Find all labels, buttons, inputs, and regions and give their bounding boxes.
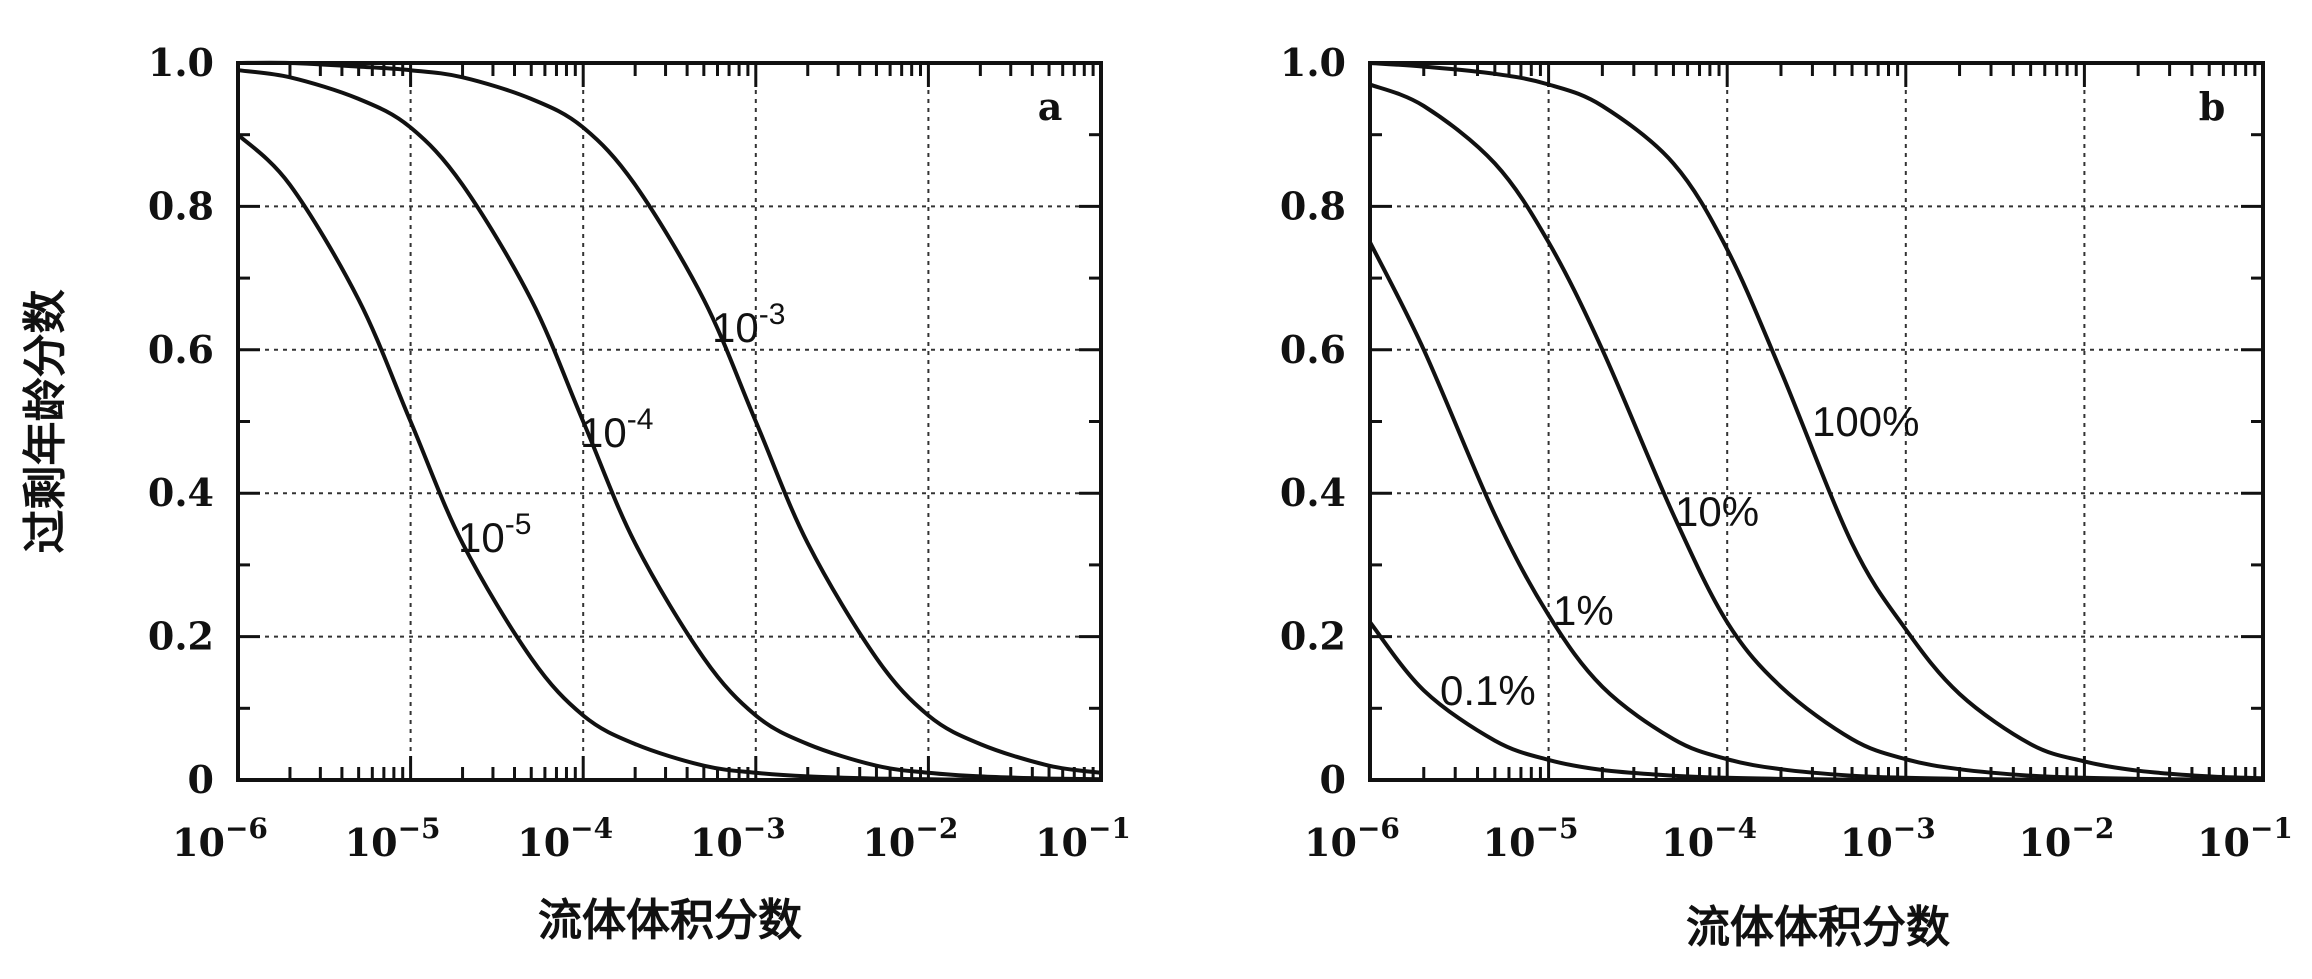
y-tick-label: 0 [1320,757,1346,802]
series-line-1 [237,68,1102,782]
plot-frame [236,61,1103,782]
y-tick-label: 0.8 [1280,183,1346,228]
series-label-0: 0.1% [1440,667,1536,714]
y-tick-label: 0.6 [148,327,214,372]
x-tick-label-exponent: −4 [570,812,613,845]
series-label-0: 10-5 [458,508,531,561]
panel-label: a [1038,84,1063,129]
x-tick-label-exponent: −1 [1088,812,1131,845]
series-label-exponent: -5 [505,508,532,541]
x-tick-label-exponent: −5 [398,812,441,845]
x-tick-label-base: 10 [172,820,225,865]
x-tick-label: 10−3 [690,812,786,865]
x-tick-label-base: 10 [1840,820,1893,865]
y-tick-label: 0.6 [1280,327,1346,372]
series-label-2: 10% [1675,488,1759,535]
y-tick-label: 0.4 [1280,470,1346,515]
x-tick-label-exponent: −4 [1714,812,1757,845]
x-tick-label-exponent: −3 [1893,812,1936,845]
series-line-2 [237,60,1102,775]
series-label-exponent: -3 [759,298,786,331]
y-tick-label: 0.2 [1280,614,1346,659]
series-label-base: 10 [580,409,627,456]
series-label-base: 10 [458,514,505,561]
series-label-base: 10 [712,304,759,351]
x-tick-label-base: 10 [862,820,915,865]
x-tick-label: 10−1 [2197,812,2293,865]
x-tick-label-exponent: −2 [915,812,958,845]
x-tick-label: 10−5 [345,812,441,865]
y-tick-label: 0.8 [148,183,214,228]
x-tick-label-exponent: −6 [225,812,268,845]
y-tick-label: 1.0 [1280,40,1346,85]
chart-panel-b: 10−6 10−5 10−4 10−3 10−2 10−100.20.40.60.81.0… [1280,40,2293,953]
series-label-2: 10-3 [712,298,785,351]
x-tick-label: 10−4 [517,812,613,865]
series-label-exponent: -4 [627,403,654,436]
x-tick-label-exponent: −3 [743,812,786,845]
x-tick-label-base: 10 [1304,820,1357,865]
x-tick-label-base: 10 [345,820,398,865]
x-tick-label: 10−1 [1035,812,1131,865]
y-tick-label: 1.0 [148,40,214,85]
x-tick-label-base: 10 [2018,820,2071,865]
y-tick-label: 0 [188,757,214,802]
x-tick-label-exponent: −5 [1536,812,1579,845]
panel-label: b [2199,84,2226,129]
x-tick-label-base: 10 [2197,820,2250,865]
x-tick-label-base: 10 [1661,820,1714,865]
x-tick-label-exponent: −6 [1357,812,1400,845]
x-tick-label: 10−6 [172,812,268,865]
x-tick-label: 10−2 [862,812,958,865]
x-axis-title: 流体体积分数 [1686,902,1950,953]
series-label-3: 100% [1812,398,1919,445]
series-label-1: 1% [1553,587,1614,634]
x-tick-label-exponent: −1 [2250,812,2293,845]
series-line-3 [1369,61,2264,781]
x-tick-label-base: 10 [1483,820,1536,865]
y-tick-label: 0.2 [148,614,214,659]
chart-panel-a: 10−6 10−5 10−4 10−3 10−2 10−100.20.40.60.81.0… [20,40,1131,946]
series-line-0 [236,133,1101,782]
series-line-2 [1369,82,2264,782]
x-tick-label: 10−6 [1304,812,1400,865]
x-tick-label: 10−3 [1840,812,1936,865]
x-tick-label-base: 10 [1035,820,1088,865]
x-tick-label: 10−5 [1483,812,1579,865]
y-tick-label: 0.4 [148,470,214,515]
series-label-1: 10-4 [580,403,653,456]
x-tick-label: 10−4 [1661,812,1757,865]
x-tick-label-base: 10 [690,820,743,865]
x-tick-label-base: 10 [517,820,570,865]
x-tick-label-exponent: −2 [2071,812,2114,845]
y-axis-title: 过剩年龄分数 [20,290,71,554]
x-axis-title: 流体体积分数 [538,895,802,946]
x-tick-label: 10−2 [2018,812,2114,865]
